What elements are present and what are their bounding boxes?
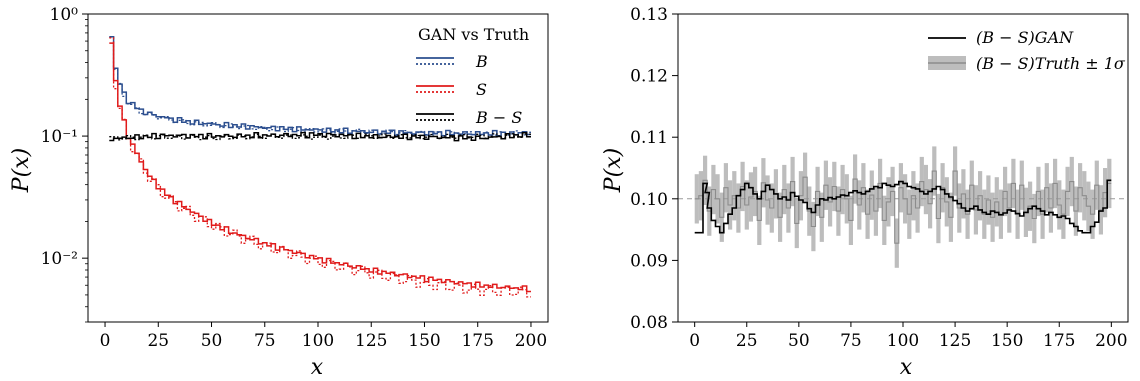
x-tick-label: 75 [840,331,862,351]
legend-item-S: S [416,80,487,99]
x-tick-label: 50 [201,331,223,351]
svg-text:P(x): P(x) [9,148,34,193]
legend-label-gan: (B − S)GAN [976,28,1074,47]
x-tick-label: 175 [461,331,493,351]
series-B-gan-line [109,36,531,137]
right-axes-layer: 0 25 50 75 100 125 150 175 200 0.08 0.09 0.10 0.11 0.… [630,5,1129,351]
right-legend: (B − S)GAN (B − S)Truth ± 1σ [928,28,1126,73]
legend-label-S: S [476,80,487,99]
series-S-gan-line [109,42,531,293]
chart-left-panel: P(x) x 0 25 50 75 100 125 150 175 200 10⁻² 10⁻¹ 10⁰… [9,5,549,380]
series-B-truth-line [109,36,531,137]
legend-item-gan: (B − S)GAN [928,28,1074,47]
y-axis-label: P(x) [9,148,34,193]
series-B−S-gan-line [109,131,531,142]
x-tick-label: 125 [939,331,971,351]
left-series-layer [109,36,531,298]
series-S-truth-line [109,37,531,298]
y-tick-label: 10⁻² [41,249,78,269]
y-axis-label: P(x) [601,148,626,193]
y-tick-label: 10⁻¹ [41,127,78,147]
legend-label-B-minus-S: B − S [475,108,522,127]
x-tick-label: 100 [302,331,334,351]
svg-text:P(x): P(x) [601,148,626,193]
right-series-layer [678,170,1128,244]
x-tick-label: 100 [887,331,919,351]
x-tick-label: 150 [991,331,1023,351]
legend-title: GAN vs Truth [418,25,529,44]
legend-item-B-minus-S: B − S [416,108,522,127]
x-axis-label: x [311,355,324,380]
y-tick-label: 0.10 [630,190,668,210]
x-tick-label: 125 [355,331,387,351]
y-tick-label: 0.11 [630,128,668,148]
x-tick-label: 175 [1043,331,1075,351]
x-tick-label: 200 [515,331,547,351]
left-legend: GAN vs Truth B S B − S [416,25,529,127]
legend-label-truth: (B − S)Truth ± 1σ [976,54,1126,73]
legend-label-B: B [475,52,488,71]
x-tick-label: 200 [1095,331,1127,351]
y-tick-label: 10⁰ [50,5,79,25]
legend-item-truth: (B − S)Truth ± 1σ [928,54,1126,73]
y-tick-label: 0.13 [630,5,668,25]
y-tick-label: 0.12 [630,67,668,87]
x-axis-label: x [900,355,913,380]
left-axes-layer: 0 25 50 75 100 125 150 175 200 10⁻² 10⁻¹ 10⁰ [41,5,549,351]
legend-item-B: B [416,52,488,71]
gan-line [694,179,1112,234]
x-tick-label: 25 [147,331,169,351]
x-tick-label: 150 [408,331,440,351]
x-tick-label: 50 [788,331,810,351]
x-tick-label: 25 [736,331,758,351]
chart-right-panel: P(x) x 0 25 50 75 100 125 150 175 200 0.08 0.09 0.1… [601,5,1129,380]
y-tick-label: 0.08 [630,313,668,333]
x-tick-label: 0 [689,331,700,351]
y-tick-label: 0.09 [630,251,668,271]
x-tick-label: 75 [254,331,276,351]
series-B−S-truth-line [109,133,531,141]
x-tick-label: 0 [100,331,111,351]
